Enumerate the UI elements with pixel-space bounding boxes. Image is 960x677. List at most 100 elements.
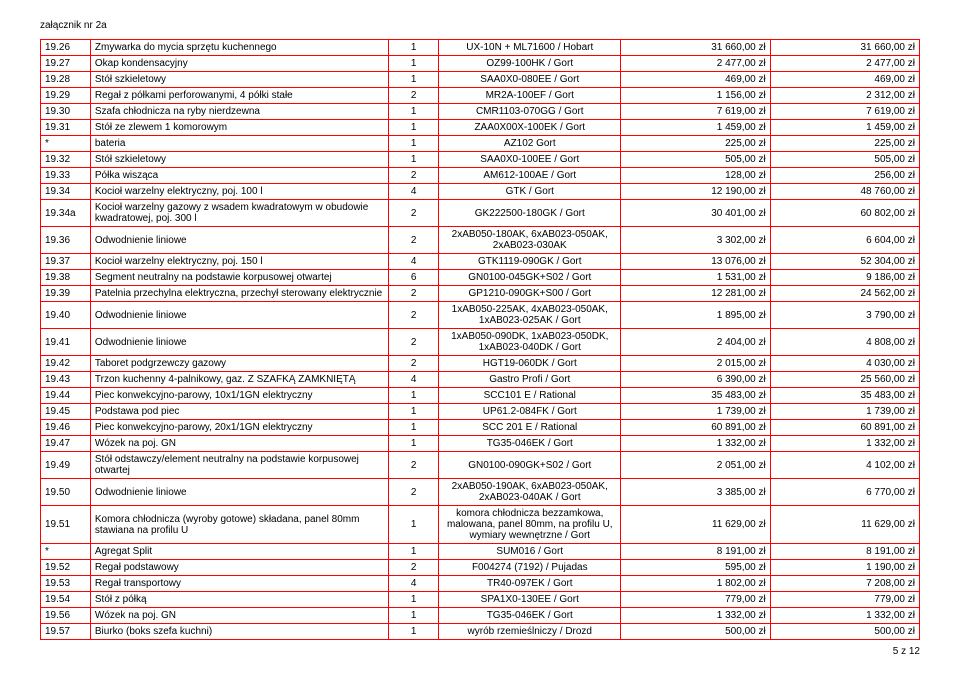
row-description: Wózek na poj. GN (90, 436, 388, 452)
row-unit-price: 60 891,00 zł (621, 420, 770, 436)
row-unit-price: 12 281,00 zł (621, 286, 770, 302)
row-quantity: 1 (389, 72, 439, 88)
row-number: 19.53 (41, 576, 91, 592)
page-footer: 5 z 12 (40, 646, 920, 657)
row-model: AZ102 Gort (439, 136, 621, 152)
row-total-price: 505,00 zł (770, 152, 919, 168)
row-description: Stół szkieletowy (90, 72, 388, 88)
row-quantity: 1 (389, 436, 439, 452)
table-row: 19.51Komora chłodnicza (wyroby gotowe) s… (41, 506, 920, 544)
row-quantity: 1 (389, 592, 439, 608)
table-row: 19.37Kocioł warzelny elektryczny, poj. 1… (41, 254, 920, 270)
row-number: 19.38 (41, 270, 91, 286)
row-unit-price: 225,00 zł (621, 136, 770, 152)
row-model: SCC 201 E / Rational (439, 420, 621, 436)
row-model: GK222500-180GK / Gort (439, 200, 621, 227)
equipment-table: 19.26Zmywarka do mycia sprzętu kuchenneg… (40, 39, 920, 640)
row-number: 19.44 (41, 388, 91, 404)
row-number: 19.50 (41, 479, 91, 506)
row-total-price: 1 332,00 zł (770, 608, 919, 624)
row-total-price: 500,00 zł (770, 624, 919, 640)
row-description: Biurko (boks szefa kuchni) (90, 624, 388, 640)
row-model: MR2A-100EF / Gort (439, 88, 621, 104)
row-unit-price: 1 739,00 zł (621, 404, 770, 420)
row-quantity: 1 (389, 388, 439, 404)
row-quantity: 1 (389, 104, 439, 120)
row-description: Piec konwekcyjno-parowy, 10x1/1GN elektr… (90, 388, 388, 404)
row-total-price: 52 304,00 zł (770, 254, 919, 270)
row-number: 19.49 (41, 452, 91, 479)
row-number: 19.45 (41, 404, 91, 420)
row-unit-price: 2 477,00 zł (621, 56, 770, 72)
row-model: UX-10N + ML71600 / Hobart (439, 40, 621, 56)
table-row: 19.33Półka wisząca2AM612-100AE / Gort128… (41, 168, 920, 184)
row-quantity: 4 (389, 184, 439, 200)
row-unit-price: 11 629,00 zł (621, 506, 770, 544)
row-total-price: 225,00 zł (770, 136, 919, 152)
row-number: 19.57 (41, 624, 91, 640)
row-model: TG35-046EK / Gort (439, 608, 621, 624)
row-total-price: 7 208,00 zł (770, 576, 919, 592)
row-description: Zmywarka do mycia sprzętu kuchennego (90, 40, 388, 56)
row-description: bateria (90, 136, 388, 152)
row-unit-price: 2 404,00 zł (621, 329, 770, 356)
row-total-price: 4 030,00 zł (770, 356, 919, 372)
row-description: Trzon kuchenny 4-palnikowy, gaz. Z SZAFK… (90, 372, 388, 388)
row-description: Podstawa pod piec (90, 404, 388, 420)
row-quantity: 1 (389, 56, 439, 72)
table-row: 19.27Okap kondensacyjny1OZ99-100HK / Gor… (41, 56, 920, 72)
row-model: SPA1X0-130EE / Gort (439, 592, 621, 608)
row-unit-price: 2 015,00 zł (621, 356, 770, 372)
row-total-price: 1 739,00 zł (770, 404, 919, 420)
row-unit-price: 469,00 zł (621, 72, 770, 88)
row-description: Regał transportowy (90, 576, 388, 592)
row-model: SAA0X0-100EE / Gort (439, 152, 621, 168)
row-description: Odwodnienie liniowe (90, 329, 388, 356)
table-row: 19.52Regał podstawowy2F004274 (7192) / P… (41, 560, 920, 576)
row-number: 19.34a (41, 200, 91, 227)
row-quantity: 2 (389, 452, 439, 479)
row-quantity: 4 (389, 372, 439, 388)
row-number: 19.47 (41, 436, 91, 452)
row-description: Wózek na poj. GN (90, 608, 388, 624)
row-total-price: 2 477,00 zł (770, 56, 919, 72)
row-number: * (41, 544, 91, 560)
row-description: Odwodnienie liniowe (90, 227, 388, 254)
row-total-price: 4 808,00 zł (770, 329, 919, 356)
table-row: *bateria1AZ102 Gort225,00 zł225,00 zł (41, 136, 920, 152)
row-number: 19.33 (41, 168, 91, 184)
row-total-price: 60 891,00 zł (770, 420, 919, 436)
row-model: GN0100-090GK+S02 / Gort (439, 452, 621, 479)
table-row: 19.31Stół ze zlewem 1 komorowym1ZAA0X00X… (41, 120, 920, 136)
row-description: Okap kondensacyjny (90, 56, 388, 72)
row-model: TG35-046EK / Gort (439, 436, 621, 452)
row-unit-price: 31 660,00 zł (621, 40, 770, 56)
row-quantity: 4 (389, 254, 439, 270)
row-quantity: 2 (389, 329, 439, 356)
row-total-price: 4 102,00 zł (770, 452, 919, 479)
row-total-price: 2 312,00 zł (770, 88, 919, 104)
row-model: SUM016 / Gort (439, 544, 621, 560)
row-description: Odwodnienie liniowe (90, 302, 388, 329)
row-unit-price: 3 302,00 zł (621, 227, 770, 254)
row-number: 19.42 (41, 356, 91, 372)
row-quantity: 4 (389, 576, 439, 592)
row-number: 19.32 (41, 152, 91, 168)
table-row: 19.36Odwodnienie liniowe22xAB050-180AK, … (41, 227, 920, 254)
row-unit-price: 13 076,00 zł (621, 254, 770, 270)
row-description: Kocioł warzelny elektryczny, poj. 150 l (90, 254, 388, 270)
row-description: Regał podstawowy (90, 560, 388, 576)
row-unit-price: 2 051,00 zł (621, 452, 770, 479)
row-unit-price: 30 401,00 zł (621, 200, 770, 227)
row-unit-price: 35 483,00 zł (621, 388, 770, 404)
table-row: 19.40Odwodnienie liniowe21xAB050-225AK, … (41, 302, 920, 329)
row-total-price: 3 790,00 zł (770, 302, 919, 329)
row-quantity: 1 (389, 608, 439, 624)
row-number: 19.54 (41, 592, 91, 608)
row-number: * (41, 136, 91, 152)
row-unit-price: 1 802,00 zł (621, 576, 770, 592)
table-row: 19.30Szafa chłodnicza na ryby nierdzewna… (41, 104, 920, 120)
row-quantity: 2 (389, 286, 439, 302)
row-unit-price: 8 191,00 zł (621, 544, 770, 560)
row-model: UP61.2-084FK / Gort (439, 404, 621, 420)
